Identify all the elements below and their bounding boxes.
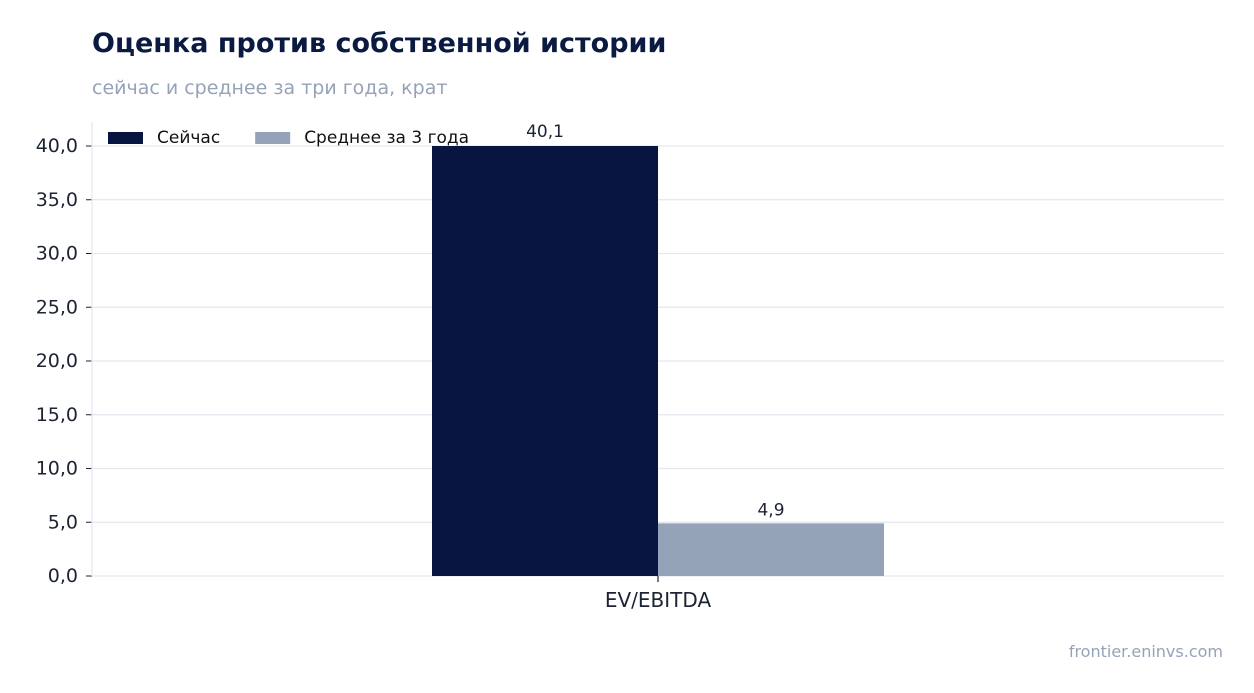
data-label: 4,9: [757, 500, 784, 520]
bar-avg: [658, 523, 884, 576]
y-tick-label: 40,0: [36, 135, 78, 157]
x-tick-label: EV/EBITDA: [605, 588, 712, 612]
y-tick-label: 25,0: [36, 296, 78, 318]
legend-label: Сейчас: [157, 128, 220, 148]
bar-now: [432, 146, 658, 576]
legend-label: Среднее за 3 года: [304, 128, 469, 148]
watermark: frontier.eninvs.com: [1068, 642, 1223, 661]
data-label: 40,1: [526, 122, 564, 142]
legend-swatch: [108, 132, 143, 144]
y-tick-label: 0,0: [48, 565, 78, 587]
y-tick-label: 10,0: [36, 458, 78, 480]
y-tick-label: 5,0: [48, 511, 78, 533]
y-tick-label: 35,0: [36, 189, 78, 211]
y-tick-label: 15,0: [36, 404, 78, 426]
y-tick-label: 30,0: [36, 243, 78, 265]
legend-swatch: [255, 132, 291, 144]
chart-subtitle: сейчас и среднее за три года, крат: [92, 77, 448, 99]
chart-title: Оценка против собственной истории: [92, 28, 667, 59]
y-tick-label: 20,0: [36, 350, 78, 372]
